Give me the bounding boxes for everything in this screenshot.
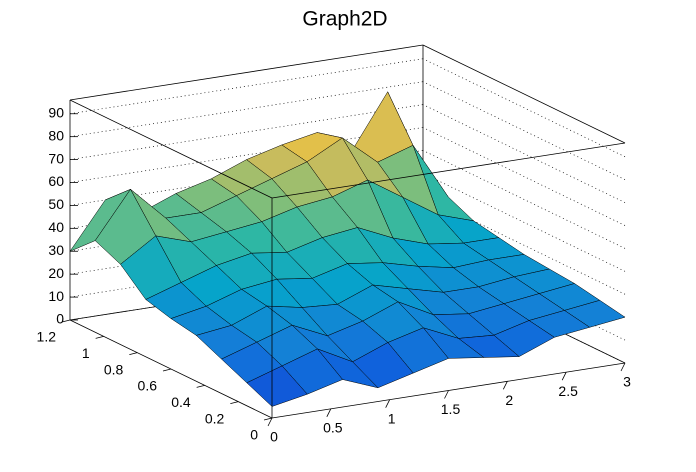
x-tick-label: 2 (505, 392, 513, 408)
x-tick-label: 1 (388, 410, 396, 426)
x-tick (502, 381, 508, 390)
y-tick-label: 0.6 (138, 378, 158, 394)
y-tick (196, 384, 205, 388)
z-tick-label: 10 (48, 288, 64, 304)
z-tick-label: 90 (48, 104, 64, 120)
x-tick (326, 408, 332, 418)
grid-line (422, 195, 626, 295)
grid-line (422, 58, 626, 158)
y-tick (263, 417, 273, 421)
x-tick (620, 362, 626, 372)
x-tick-label: 2.5 (558, 383, 578, 399)
x-tick (444, 390, 449, 399)
grid-line (69, 58, 424, 115)
y-tick-label: 1.2 (37, 329, 57, 345)
x-tick (561, 371, 567, 381)
y-tick-label: 0 (250, 427, 258, 443)
z-tick-label: 40 (48, 219, 64, 235)
box-edge (69, 44, 424, 101)
y-tick-label: 0.4 (171, 394, 191, 410)
y-tick-label: 1 (82, 345, 90, 361)
grid-line (422, 150, 626, 249)
box-edge (69, 99, 273, 199)
grid-line (422, 127, 626, 226)
z-tick-label: 30 (48, 242, 64, 258)
z-tick-label: 50 (48, 196, 64, 212)
chart-title: Graph2D (302, 8, 387, 31)
x-tick-label: 1.5 (441, 401, 461, 417)
box-edge (422, 44, 626, 144)
grid-line (422, 81, 626, 180)
box-edge (271, 142, 626, 199)
x-tick-label: 3 (623, 374, 631, 390)
z-tick-label: 20 (48, 265, 64, 281)
grid-line (422, 173, 626, 272)
y-tick (230, 401, 239, 405)
y-tick-label: 0.2 (205, 410, 225, 426)
z-tick-label: 60 (48, 173, 64, 189)
y-tick (61, 319, 71, 323)
z-tick-label: 80 (48, 127, 64, 143)
x-tick (267, 417, 273, 427)
grid-line (422, 104, 626, 203)
x-tick-label: 0.5 (323, 420, 343, 436)
surface-cell (246, 365, 308, 407)
z-tick-label: 70 (48, 150, 64, 166)
y-tick (129, 352, 138, 356)
y-tick (95, 335, 104, 339)
x-tick (385, 399, 391, 408)
x-tick-label: 0 (270, 429, 278, 445)
y-tick (162, 368, 172, 372)
z-tick-label: 0 (56, 311, 64, 327)
y-tick-label: 0.8 (104, 361, 124, 377)
